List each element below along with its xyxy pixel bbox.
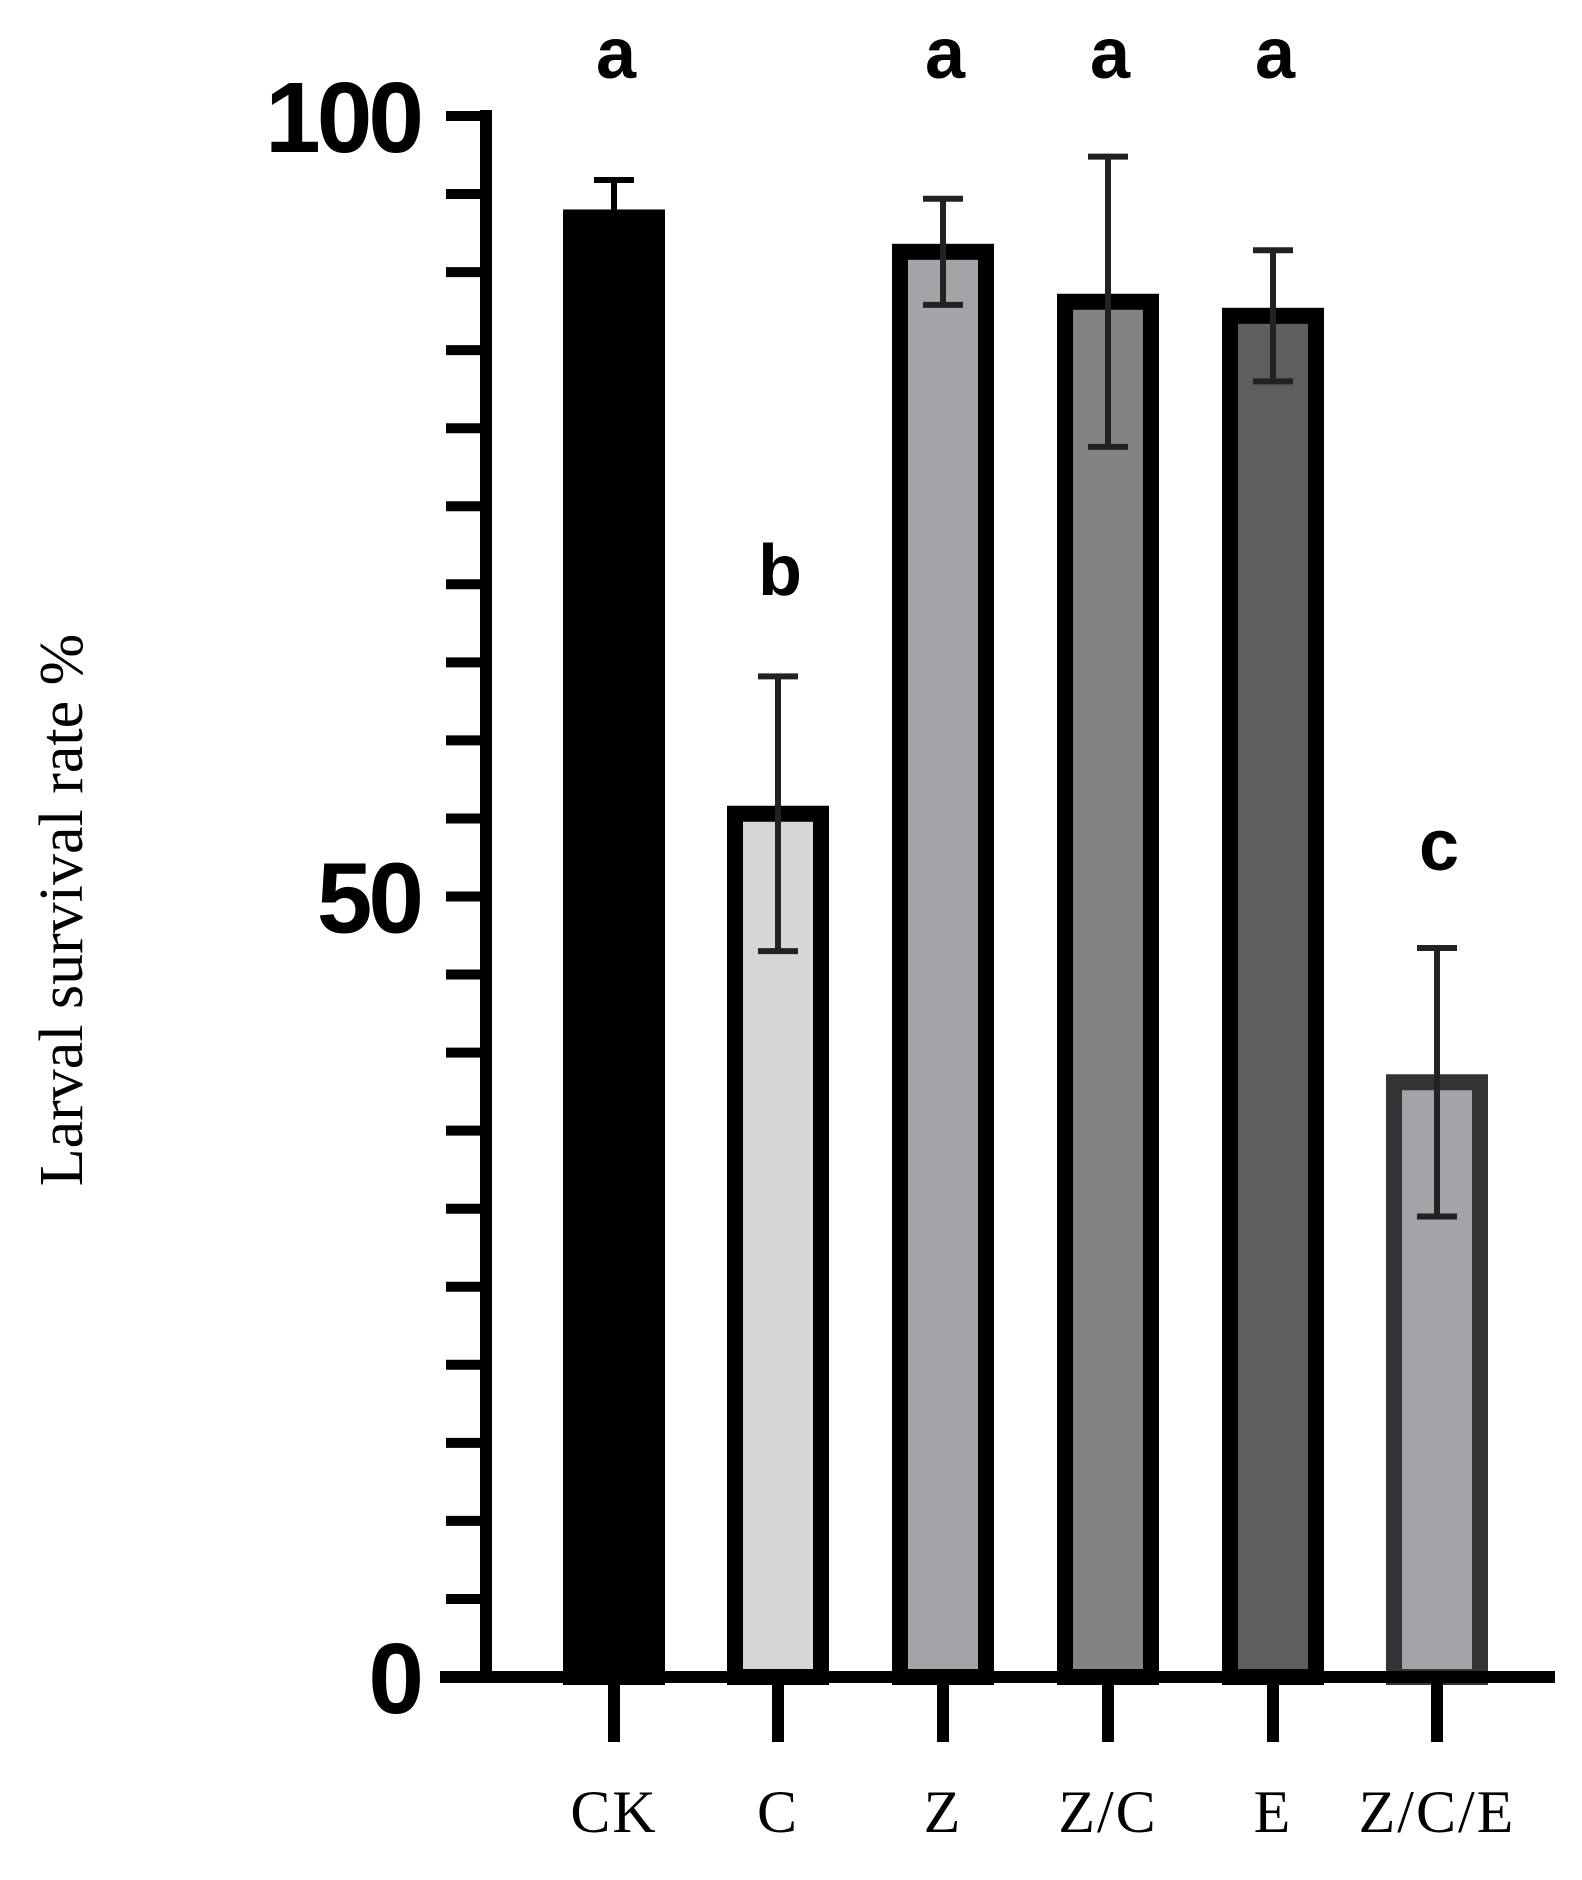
significance-label-z-c: a (1090, 14, 1131, 94)
bar-z-c (1057, 293, 1159, 1685)
y-tick-label-50: 50 (317, 843, 421, 955)
bar-ck (563, 209, 665, 1686)
significance-label-z-c-e: c (1419, 806, 1459, 886)
x-tick-label-e: E (1254, 1779, 1293, 1845)
x-tick-label-ck: CK (570, 1779, 657, 1845)
y-ticks-layer: 0 50 100 (265, 62, 492, 1735)
significance-labels-layer: a b a a a c (596, 14, 1459, 886)
error-bars-layer (594, 153, 1457, 1220)
x-tick-label-z-c-e: Z/C/E (1359, 1779, 1516, 1845)
bars-layer (563, 209, 1488, 1686)
x-tick-label-z-c: Z/C (1058, 1779, 1157, 1845)
significance-label-z: a (925, 14, 966, 94)
x-tick-label-c: C (757, 1779, 799, 1845)
y-tick-label-0: 0 (368, 1623, 420, 1735)
y-axis-label: Larval survival rate % (28, 634, 96, 1187)
significance-label-ck: a (596, 14, 637, 94)
y-tick-label-100: 100 (265, 62, 420, 174)
x-tick-label-z: Z (924, 1779, 963, 1845)
bar-z (892, 243, 994, 1685)
bar-e (1222, 307, 1324, 1686)
significance-label-e: a (1255, 14, 1296, 94)
significance-label-c: b (758, 531, 802, 611)
x-ticks-layer: CK C Z Z/C E Z/C/E (570, 1677, 1516, 1845)
